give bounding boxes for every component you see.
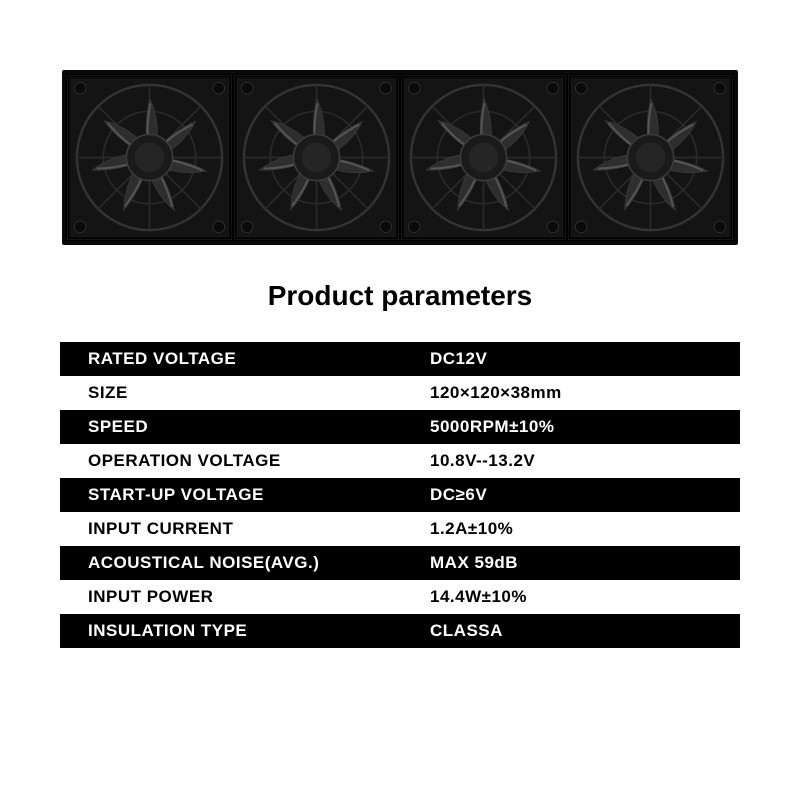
spec-label: INPUT CURRENT	[60, 519, 430, 539]
spec-row: ACOUSTICAL NOISE(AVG.)MAX 59dB	[60, 546, 740, 580]
spec-table: RATED VOLTAGEDC12VSIZE120×120×38mmSPEED5…	[60, 342, 740, 648]
fan-product-image	[62, 70, 738, 245]
spec-value: MAX 59dB	[430, 553, 740, 573]
spec-row: SIZE120×120×38mm	[60, 376, 740, 410]
spec-label: INSULATION TYPE	[60, 621, 430, 641]
spec-row: SPEED5000RPM±10%	[60, 410, 740, 444]
spec-label: START-UP VOLTAGE	[60, 485, 430, 505]
spec-label: SPEED	[60, 417, 430, 437]
spec-row: RATED VOLTAGEDC12V	[60, 342, 740, 376]
spec-value: DC12V	[430, 349, 740, 369]
fan-icon	[233, 74, 400, 241]
spec-value: 1.2A±10%	[430, 519, 740, 539]
spec-label: RATED VOLTAGE	[60, 349, 430, 369]
spec-value: DC≥6V	[430, 485, 740, 505]
spec-row: START-UP VOLTAGEDC≥6V	[60, 478, 740, 512]
spec-row: OPERATION VOLTAGE10.8V--13.2V	[60, 444, 740, 478]
spec-row: INSULATION TYPECLASSA	[60, 614, 740, 648]
spec-value: 10.8V--13.2V	[430, 451, 740, 471]
spec-label: ACOUSTICAL NOISE(AVG.)	[60, 553, 430, 573]
fan-icon	[567, 74, 734, 241]
spec-label: SIZE	[60, 383, 430, 403]
spec-value: 5000RPM±10%	[430, 417, 740, 437]
spec-value: 120×120×38mm	[430, 383, 740, 403]
spec-label: OPERATION VOLTAGE	[60, 451, 430, 471]
spec-row: INPUT POWER14.4W±10%	[60, 580, 740, 614]
spec-row: INPUT CURRENT1.2A±10%	[60, 512, 740, 546]
spec-value: CLASSA	[430, 621, 740, 641]
spec-label: INPUT POWER	[60, 587, 430, 607]
fan-icon	[66, 74, 233, 241]
fan-icon	[400, 74, 567, 241]
section-title: Product parameters	[268, 280, 533, 312]
spec-value: 14.4W±10%	[430, 587, 740, 607]
